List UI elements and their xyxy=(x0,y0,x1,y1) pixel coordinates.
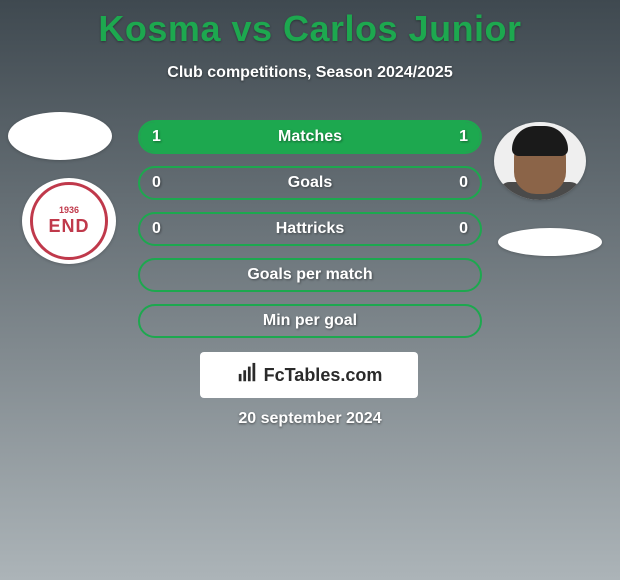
right-player-face-placeholder xyxy=(494,122,586,200)
stat-label: Goals xyxy=(140,168,480,198)
stat-row-hattricks: 0 Hattricks 0 xyxy=(138,212,482,246)
stat-value-right: 0 xyxy=(459,168,468,198)
right-player-photo xyxy=(494,122,586,200)
bar-chart-icon xyxy=(236,362,258,389)
stat-row-matches: 1 Matches 1 xyxy=(138,120,482,154)
stat-row-goals: 0 Goals 0 xyxy=(138,166,482,200)
right-player-club-badge xyxy=(498,228,602,256)
page-title: Kosma vs Carlos Junior xyxy=(0,0,620,50)
branding-badge: FcTables.com xyxy=(200,352,418,398)
stat-row-min-per-goal: Min per goal xyxy=(138,304,482,338)
stats-area: 1 Matches 1 0 Goals 0 0 Hattricks 0 Goal… xyxy=(138,120,482,350)
stat-value-right: 0 xyxy=(459,214,468,244)
branding-text: FcTables.com xyxy=(264,365,383,386)
stat-label: Hattricks xyxy=(140,214,480,244)
stat-label: Goals per match xyxy=(140,260,480,290)
stat-label: Matches xyxy=(140,122,480,152)
date-line: 20 september 2024 xyxy=(0,410,620,428)
stat-value-right: 1 xyxy=(459,122,468,152)
stat-row-goals-per-match: Goals per match xyxy=(138,258,482,292)
stat-label: Min per goal xyxy=(140,306,480,336)
left-player-club-badge: 1936 END xyxy=(22,178,116,264)
left-player-photo xyxy=(8,112,112,160)
left-club-year: 1936 xyxy=(59,206,79,216)
left-club-badge-inner: 1936 END xyxy=(30,182,108,260)
left-club-text: END xyxy=(48,217,89,237)
comparison-card: Kosma vs Carlos Junior Club competitions… xyxy=(0,0,620,580)
subtitle: Club competitions, Season 2024/2025 xyxy=(0,64,620,82)
